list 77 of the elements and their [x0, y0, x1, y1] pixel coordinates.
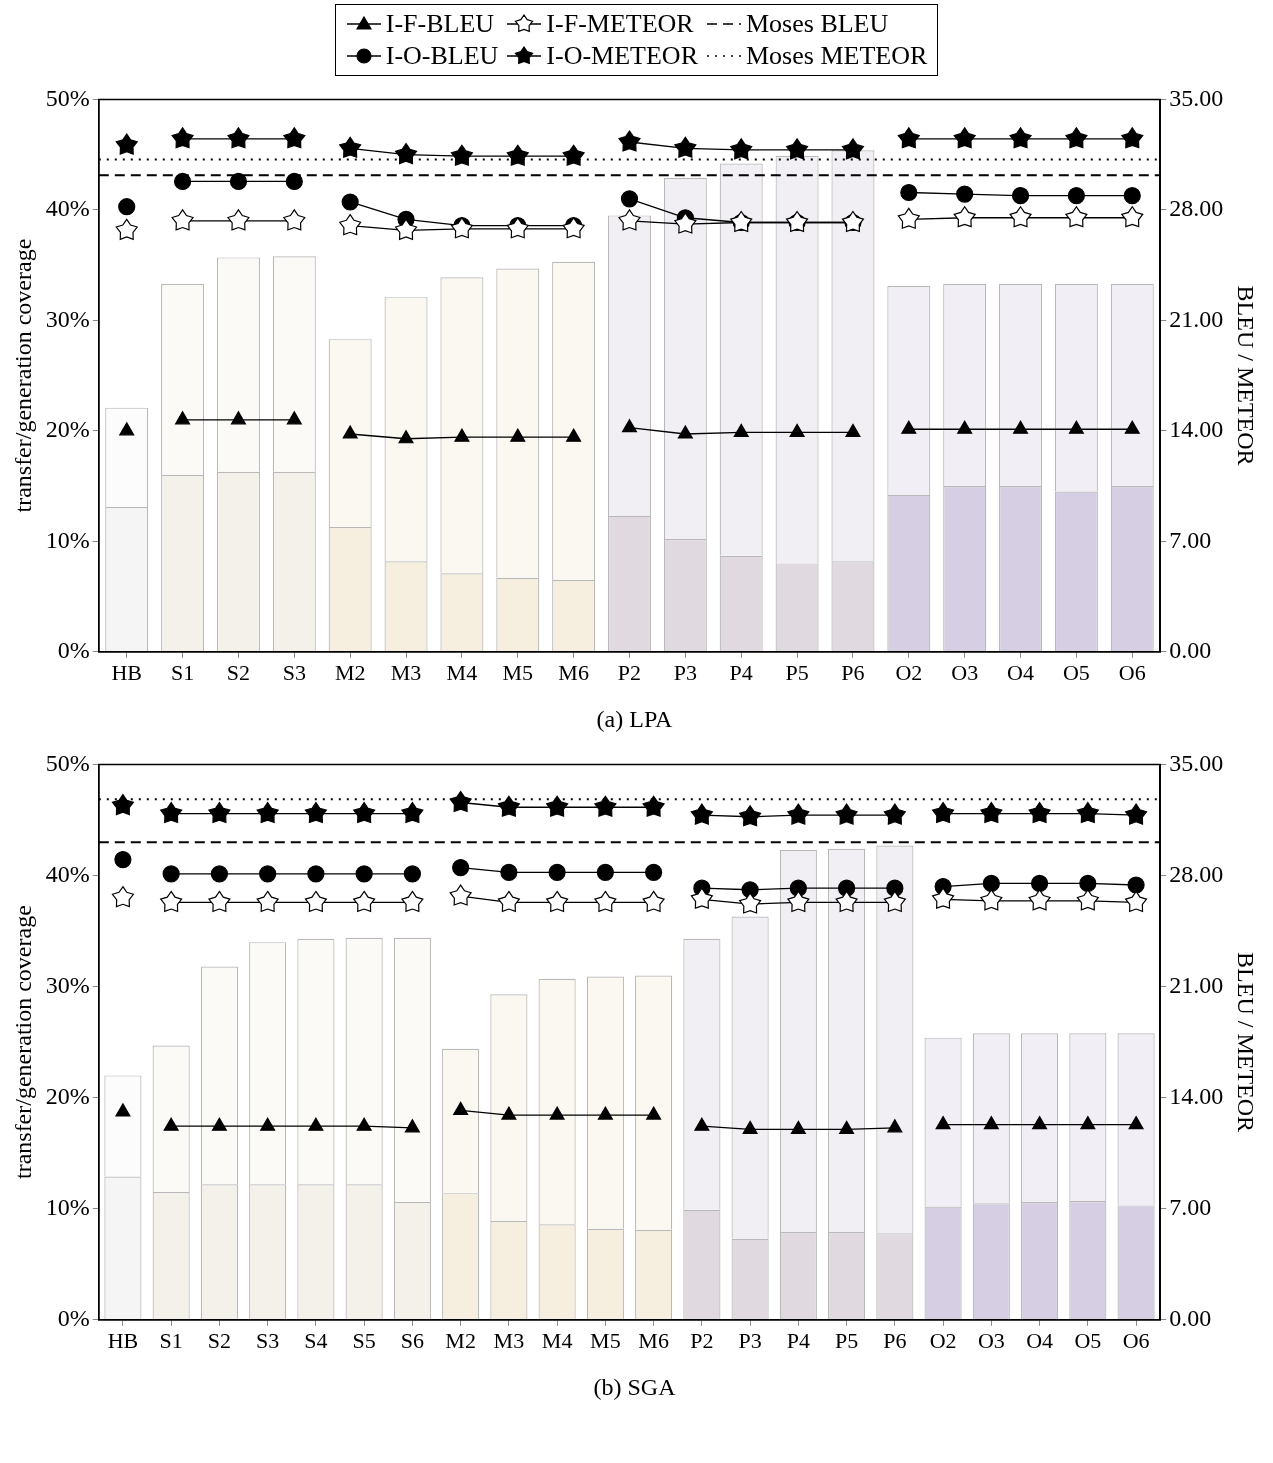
- x-tick-label: M6: [558, 659, 589, 685]
- y-tick-label: 10%: [45, 526, 90, 553]
- x-tick-label: O4: [1026, 1327, 1054, 1353]
- x-tick-label: S2: [226, 659, 251, 685]
- x-tick-label: P6: [883, 1327, 907, 1353]
- y-tick-label: 40%: [45, 195, 90, 222]
- y-axis-title: transfer/generation coverage: [9, 238, 36, 513]
- x-tick-label: M6: [638, 1327, 669, 1353]
- x-tick-label: O5: [1074, 1327, 1102, 1353]
- y-tick-label: 40%: [45, 860, 90, 887]
- legend-label: I-F-BLEU: [385, 9, 495, 39]
- x-tick-label: M5: [590, 1327, 621, 1353]
- x-tick-label: HB: [107, 1327, 139, 1353]
- x-tick-label: O5: [1062, 659, 1090, 685]
- legend-label: I-O-METEOR: [546, 41, 698, 71]
- x-tick-label: O2: [895, 659, 923, 685]
- y-tick-label: 20%: [45, 1082, 90, 1109]
- x-tick-label: P3: [673, 659, 697, 685]
- x-tick-label: O3: [951, 659, 979, 685]
- x-tick-label: S5: [352, 1327, 376, 1353]
- legend-label: I-O-BLEU: [385, 41, 499, 71]
- x-tick-label: P2: [617, 659, 642, 685]
- x-tick-label: S1: [159, 1327, 183, 1353]
- y2-tick-label: 28.00: [1169, 860, 1224, 887]
- y2-tick-label: 0.00: [1169, 637, 1212, 664]
- x-tick-label: M5: [502, 659, 534, 685]
- y2-axis-title: BLEU / METEOR: [1233, 952, 1260, 1133]
- x-tick-label: S3: [256, 1327, 280, 1353]
- x-tick-label: P4: [729, 659, 753, 685]
- x-tick-label: M4: [446, 659, 478, 685]
- x-tick-label: P5: [785, 659, 809, 685]
- x-tick-label: O6: [1118, 659, 1146, 685]
- x-tick-label: P2: [690, 1327, 714, 1353]
- y2-tick-label: 21.00: [1169, 971, 1224, 998]
- y2-tick-label: 7.00: [1169, 526, 1212, 553]
- y2-tick-label: 35.00: [1169, 749, 1224, 776]
- x-tick-label: M2: [445, 1327, 476, 1353]
- y2-axis-title: BLEU / METEOR: [1233, 285, 1260, 466]
- x-tick-label: S3: [282, 659, 306, 685]
- x-tick-label: P5: [834, 1327, 859, 1353]
- text: (a) LPA: [596, 705, 674, 732]
- x-tick-label: O4: [1007, 659, 1034, 685]
- y2-tick-label: 0.00: [1169, 1305, 1212, 1332]
- x-tick-label: M4: [541, 1327, 573, 1353]
- text: (b) SGA: [593, 1373, 677, 1400]
- x-tick-label: HB: [111, 659, 143, 685]
- x-tick-label: O6: [1122, 1327, 1150, 1353]
- x-tick-label: P3: [738, 1327, 762, 1353]
- y2-tick-label: 28.00: [1169, 195, 1224, 222]
- y-tick-label: 50%: [45, 84, 90, 111]
- y2-tick-label: 14.00: [1169, 416, 1224, 443]
- x-tick-label: P4: [786, 1327, 810, 1353]
- y2-tick-label: 21.00: [1169, 305, 1224, 332]
- x-tick-label: M3: [493, 1327, 525, 1353]
- y-tick-label: 10%: [45, 1194, 90, 1221]
- legend-label: Moses METEOR: [746, 41, 928, 71]
- y-tick-label: 30%: [45, 971, 90, 998]
- x-tick-label: O3: [977, 1327, 1005, 1353]
- x-tick-label: O2: [929, 1327, 957, 1353]
- y-tick-label: 0%: [57, 637, 90, 664]
- y2-tick-label: 14.00: [1169, 1082, 1224, 1109]
- y-tick-label: 0%: [57, 1305, 90, 1332]
- y-tick-label: 20%: [45, 416, 90, 443]
- x-tick-label: M3: [390, 659, 422, 685]
- y-axis-title: transfer/generation coverage: [9, 905, 36, 1180]
- x-tick-label: S2: [207, 1327, 232, 1353]
- legend-label: Moses BLEU: [746, 9, 889, 39]
- x-tick-label: S1: [170, 659, 195, 685]
- legend-label: I-F-METEOR: [546, 9, 694, 39]
- x-tick-label: S6: [400, 1327, 425, 1353]
- y2-tick-label: 7.00: [1169, 1194, 1212, 1221]
- y-tick-label: 50%: [45, 749, 90, 776]
- x-tick-label: M2: [334, 659, 366, 685]
- x-tick-label: S4: [304, 1327, 328, 1353]
- y2-tick-label: 35.00: [1169, 84, 1224, 111]
- x-tick-label: P6: [841, 659, 865, 685]
- y-tick-label: 30%: [45, 305, 90, 332]
